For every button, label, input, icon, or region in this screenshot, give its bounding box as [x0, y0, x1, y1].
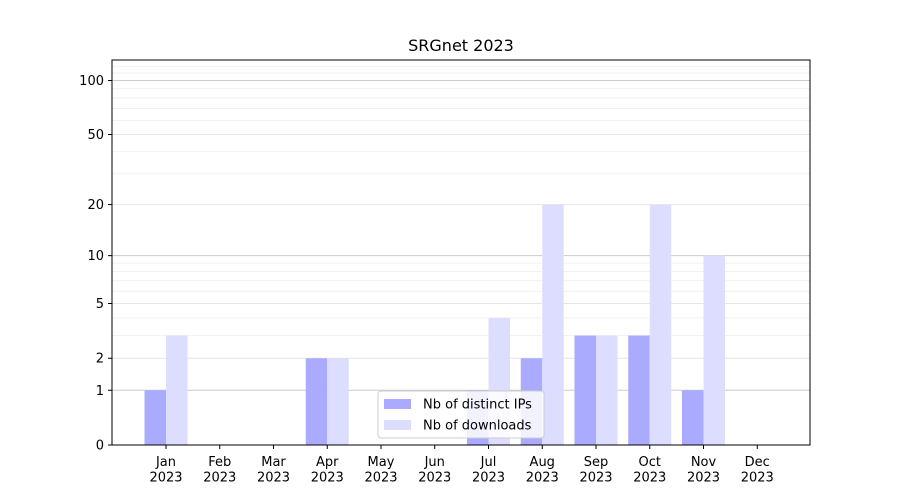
bar-distinct-ips	[144, 390, 166, 445]
y-tick-label: 10	[87, 249, 104, 264]
x-tick-label: Oct 2023	[633, 455, 666, 486]
bar-distinct-ips	[682, 390, 704, 445]
legend-swatch	[384, 420, 411, 430]
y-tick-label: 5	[96, 297, 104, 312]
legend: Nb of distinct IPs Nb of downloads	[377, 390, 545, 439]
y-tick-label: 0	[96, 439, 104, 454]
y-tick-label: 20	[87, 198, 104, 213]
bar-distinct-ips	[574, 335, 596, 445]
x-tick-label: Jun 2023	[418, 455, 451, 486]
legend-label: Nb of downloads	[423, 419, 532, 434]
bar-downloads	[596, 335, 618, 445]
legend-label: Nb of distinct IPs	[423, 398, 532, 413]
legend-box	[377, 390, 545, 439]
x-tick-label: Dec 2023	[741, 455, 774, 486]
y-tick-label: 100	[79, 74, 104, 89]
bar-distinct-ips	[628, 335, 650, 445]
x-tick-label: Jan 2023	[149, 455, 182, 486]
x-tick-label: Aug 2023	[526, 455, 559, 486]
y-tick-label: 1	[96, 384, 104, 399]
bar-downloads	[703, 255, 725, 445]
x-tick-label: Mar 2023	[257, 455, 290, 486]
bar-downloads	[327, 358, 349, 445]
x-tick-label: Apr 2023	[311, 455, 344, 486]
y-axis: 0 1 2 5 10 20 50 100	[79, 74, 112, 454]
x-tick-label: Nov 2023	[687, 455, 720, 486]
plot-frame	[111, 59, 811, 446]
y-tick-label: 50	[87, 128, 104, 143]
x-tick-label: Sep 2023	[579, 455, 612, 486]
y-tick-label: 2	[96, 352, 104, 367]
grid-lines	[112, 65, 810, 391]
bar-downloads	[166, 335, 188, 445]
bar-downloads	[649, 204, 672, 445]
x-axis: Jan 2023 Feb 2023 Mar 2023 Apr 2023 May 2023 Jun 20…	[149, 445, 774, 486]
legend-swatch	[384, 399, 411, 409]
x-tick-label: Feb 2023	[203, 455, 236, 486]
bar-downloads	[542, 204, 564, 445]
x-tick-label: May 2023	[364, 455, 397, 486]
bar-distinct-ips	[305, 358, 328, 445]
chart-title: SRGnet 2023	[408, 36, 514, 55]
x-tick-label: Jul 2023	[472, 455, 505, 486]
